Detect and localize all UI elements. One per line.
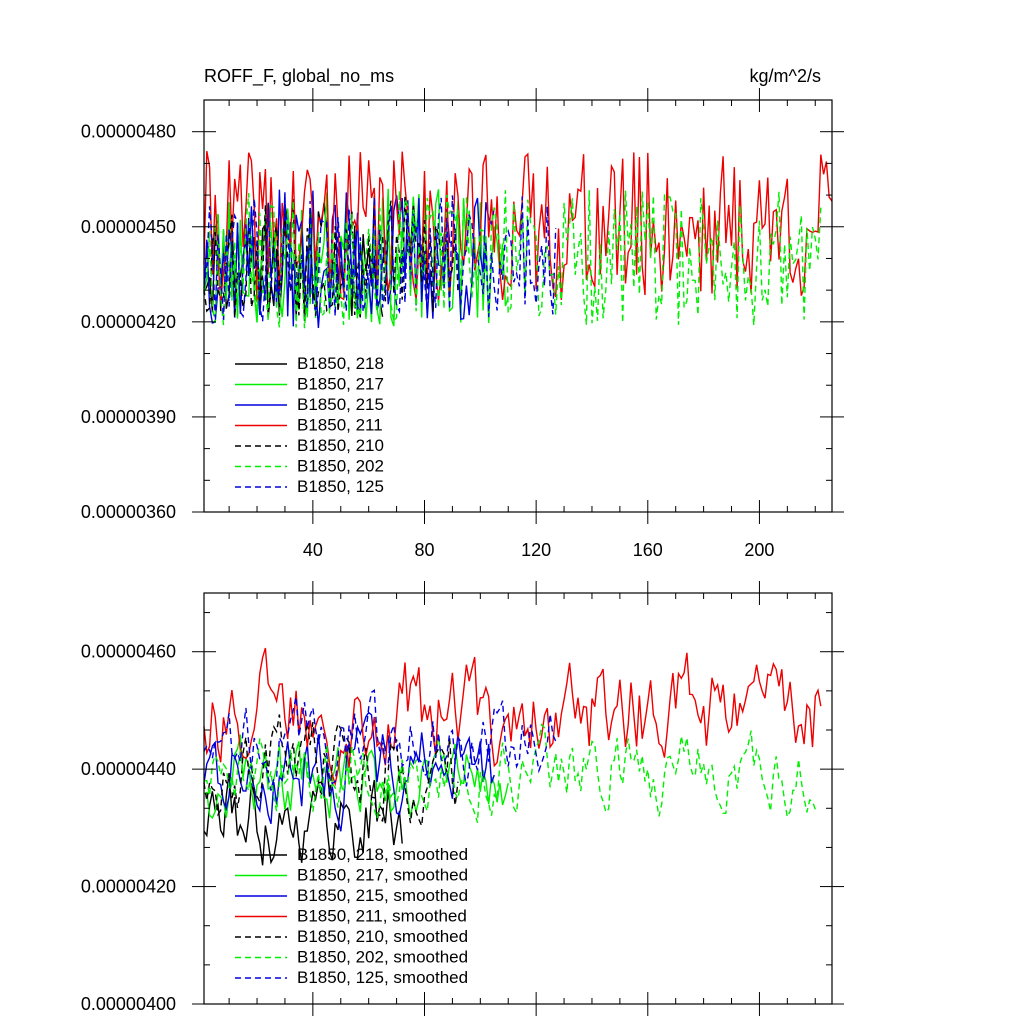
y-tick-label: 0.00000420 — [81, 312, 176, 332]
x-tick-label: 200 — [744, 540, 774, 560]
legend-label: B1850, 211 — [297, 416, 383, 435]
chart-units: kg/m^2/s — [750, 66, 821, 86]
y-tick-label: 0.00000450 — [81, 217, 176, 237]
series-line — [203, 688, 557, 791]
plot-frame — [203, 592, 833, 1005]
series-line — [203, 150, 833, 303]
panel-top: ROFF_F, global_no_ms kg/m^2/s 40 80 120 160… — [81, 66, 844, 560]
x-tick-label: 40 — [303, 540, 323, 560]
legend-label: B1850, 202, smoothed — [297, 948, 468, 967]
legend-label: B1850, 210, smoothed — [297, 927, 468, 946]
y-tick-label: 0.00000480 — [81, 122, 176, 142]
series-line — [203, 195, 459, 321]
panel-bottom: 0.00000400 0.00000420 0.00000440 0.00000460… — [81, 581, 844, 1016]
x-tick-label: 80 — [414, 540, 434, 560]
x-tick-label: 160 — [633, 540, 663, 560]
legend-label: B1850, 217, smoothed — [297, 866, 468, 885]
y-tick-label: 0.00000360 — [81, 502, 176, 522]
y-tick-label: 0.00000390 — [81, 407, 176, 427]
legend-bottom: B1850, 218, smoothed B1850, 217, smoothed… — [235, 845, 468, 987]
y-tick-label: 0.00000420 — [81, 877, 176, 897]
y-tick-label: 0.00000400 — [81, 994, 176, 1014]
series-line — [203, 714, 459, 829]
series-line — [203, 647, 822, 787]
legend-label: B1850, 218 — [297, 354, 384, 373]
x-tick-label: 120 — [521, 540, 551, 560]
legend-label: B1850, 202 — [297, 457, 384, 476]
axes-bottom: 0.00000400 0.00000420 0.00000440 0.00000460 — [81, 581, 844, 1016]
y-tick-label: 0.00000460 — [81, 642, 176, 662]
legend-label: B1850, 211, smoothed — [297, 907, 467, 926]
axes-top: 40 80 120 160 200 0.00000360 0.00000390 0.00000… — [81, 88, 844, 560]
legend-label: B1850, 218, smoothed — [297, 845, 468, 864]
series-layer-bottom — [203, 647, 822, 866]
series-line — [203, 723, 816, 823]
series-line — [203, 734, 509, 820]
legend-label: B1850, 210 — [297, 436, 384, 455]
y-tick-label: 0.00000440 — [81, 759, 176, 779]
series-line — [203, 195, 557, 322]
series-layer-top — [203, 150, 833, 329]
chart-title: ROFF_F, global_no_ms — [204, 66, 394, 87]
legend-label: B1850, 217 — [297, 375, 384, 394]
legend-label: B1850, 215, smoothed — [297, 886, 468, 905]
plot-frame — [203, 99, 833, 513]
series-line — [203, 772, 403, 866]
legend-label: B1850, 215 — [297, 395, 384, 414]
legend-label: B1850, 125 — [297, 477, 384, 496]
legend-label: B1850, 125, smoothed — [297, 968, 468, 987]
